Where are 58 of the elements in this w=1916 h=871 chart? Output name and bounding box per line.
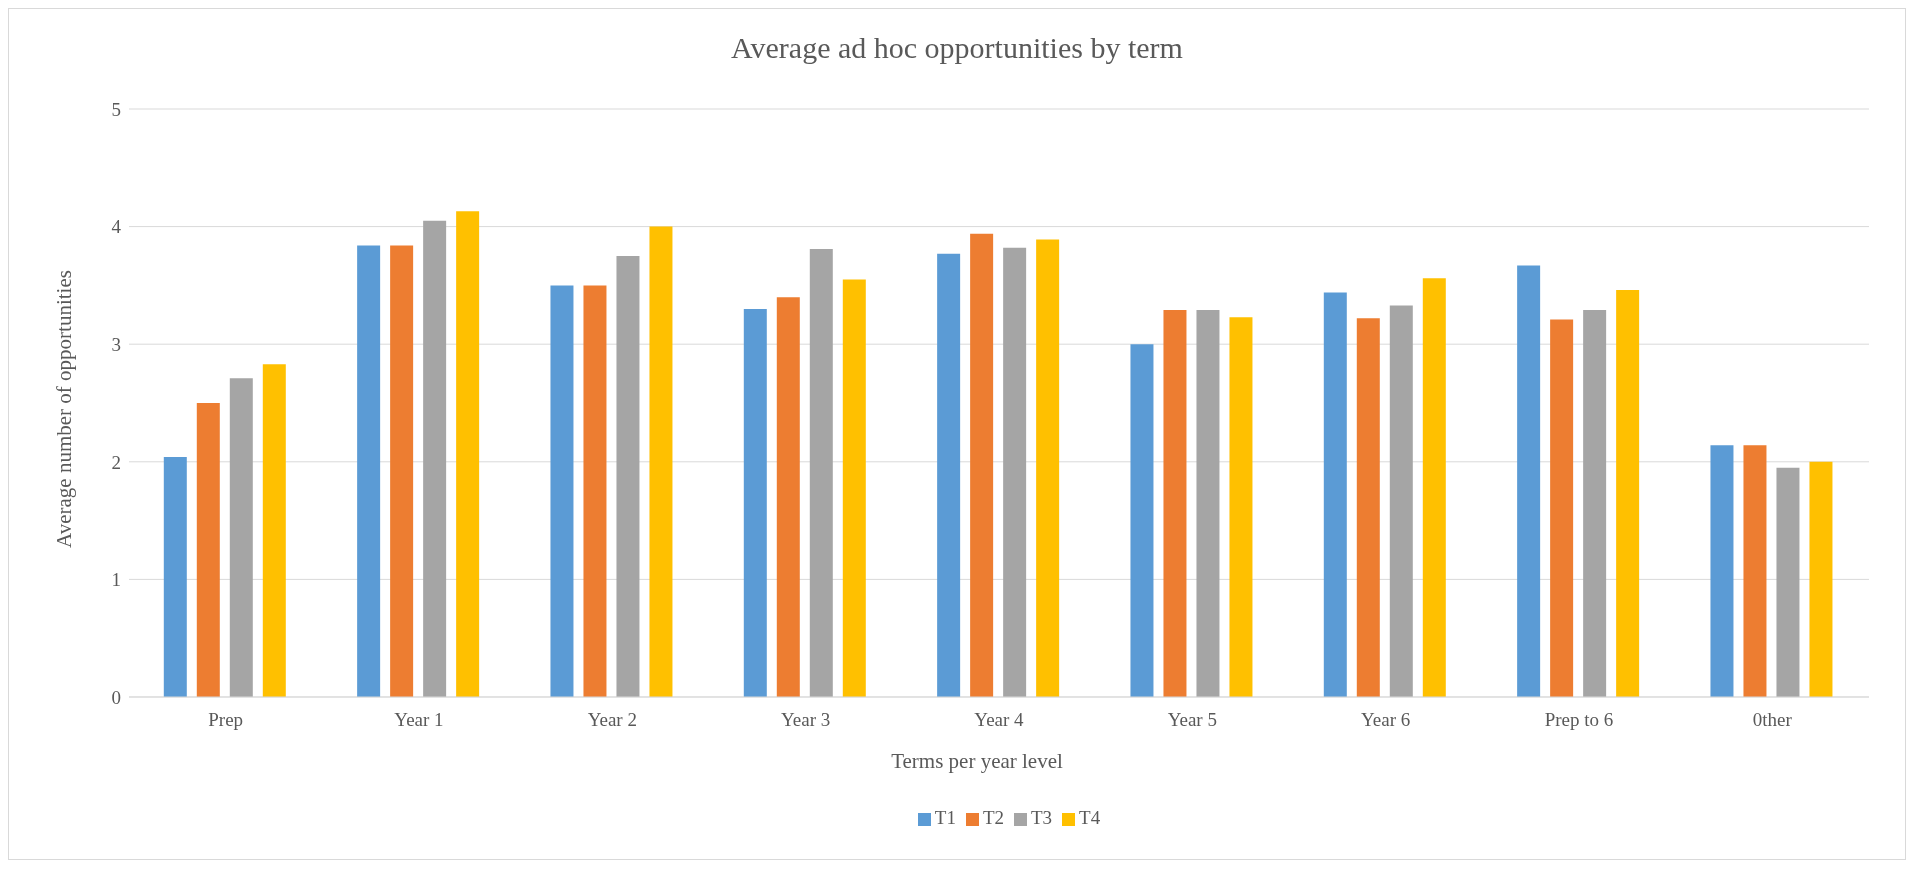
x-tick-label: Year 5 — [1167, 709, 1217, 731]
bar — [550, 285, 574, 697]
bar — [1422, 278, 1446, 697]
x-tick-label: Year 4 — [974, 709, 1025, 731]
y-tick-label: 0 — [111, 686, 121, 708]
bar — [163, 457, 187, 697]
x-tick-label: Year 2 — [587, 709, 637, 731]
bar — [970, 233, 994, 697]
bar — [357, 245, 381, 697]
bar — [262, 364, 286, 697]
legend-label: T3 — [1031, 807, 1053, 828]
y-tick-label: 3 — [111, 333, 121, 355]
bar — [1616, 290, 1640, 697]
bar — [390, 245, 414, 697]
bar — [423, 220, 447, 697]
x-tick-label: Year 1 — [394, 709, 444, 731]
bar — [842, 279, 866, 697]
bar — [1809, 461, 1833, 697]
x-tick-label: 0ther — [1752, 709, 1793, 731]
y-tick-label: 2 — [111, 451, 121, 473]
bar — [1517, 265, 1541, 697]
y-axis-title: Average number of opportunities — [51, 270, 77, 548]
y-tick-label: 5 — [111, 98, 121, 120]
legend-label: T1 — [934, 807, 956, 828]
bar — [1356, 318, 1380, 697]
bar — [583, 285, 607, 697]
bar — [1389, 305, 1413, 697]
legend-label: T2 — [982, 807, 1004, 828]
x-tick-label: Prep — [208, 709, 244, 731]
bar — [456, 211, 480, 697]
bar — [1036, 239, 1060, 697]
y-tick-label: 4 — [111, 216, 122, 238]
bar — [616, 256, 640, 697]
bar — [1163, 310, 1187, 697]
bar — [1229, 317, 1253, 697]
bar — [229, 378, 253, 697]
x-tick-label: Year 6 — [1361, 709, 1411, 731]
chart-title: Average ad hoc opportunities by term — [730, 31, 1184, 65]
bar — [1196, 310, 1220, 697]
bar — [1130, 344, 1154, 697]
bar — [1776, 467, 1800, 697]
y-tick-label: 1 — [111, 569, 121, 591]
bar — [1003, 247, 1027, 697]
bar — [937, 253, 961, 697]
bar — [1743, 445, 1767, 697]
legend-label: T4 — [1079, 807, 1101, 828]
x-axis-title: Terms per year level — [890, 749, 1064, 774]
bar — [809, 248, 833, 697]
bar — [776, 297, 800, 697]
bar — [649, 226, 673, 697]
bar — [1583, 310, 1607, 697]
bar — [1550, 319, 1574, 697]
bar — [1323, 292, 1347, 697]
bar — [196, 403, 220, 697]
x-tick-label: Prep to 6 — [1544, 709, 1614, 731]
bar — [1710, 445, 1734, 697]
bar — [743, 308, 767, 697]
x-tick-label: Year 3 — [781, 709, 831, 731]
